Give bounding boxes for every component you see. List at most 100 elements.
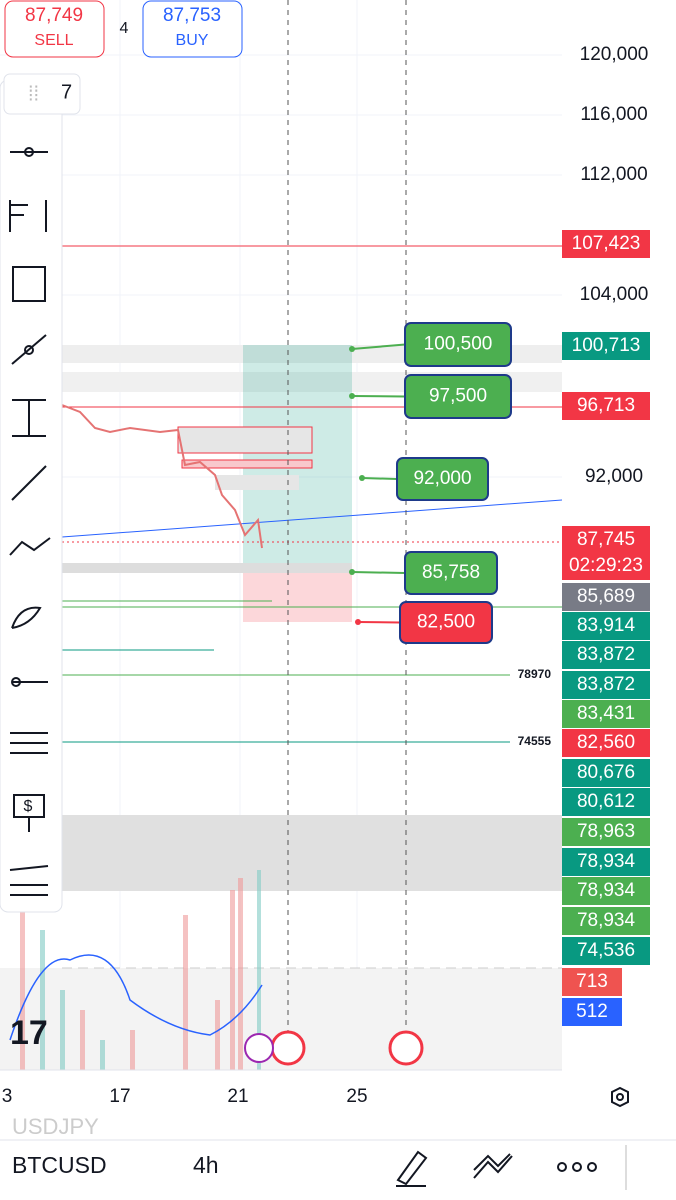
price-tag bbox=[562, 788, 650, 816]
order-label-text: 85,758 bbox=[422, 562, 480, 583]
sell-button[interactable] bbox=[4, 0, 105, 58]
price-tag bbox=[562, 392, 650, 420]
order-label-text: 97,500 bbox=[429, 386, 487, 407]
price-tag bbox=[562, 759, 650, 787]
price-tag bbox=[562, 877, 650, 905]
profit-zone bbox=[243, 345, 352, 573]
toolbar-icons[interactable] bbox=[9, 147, 51, 896]
price-tag-label: 78,934 bbox=[577, 851, 636, 872]
price-tag bbox=[562, 526, 650, 580]
price-tag bbox=[562, 583, 650, 611]
line-label: 78970 bbox=[518, 667, 552, 681]
order-label[interactable] bbox=[404, 322, 512, 367]
event-icon[interactable] bbox=[388, 1030, 424, 1066]
price-scale-label: 112,000 bbox=[580, 164, 647, 185]
connector bbox=[357, 621, 401, 624]
buy-button[interactable] bbox=[142, 0, 243, 58]
order-label[interactable] bbox=[404, 551, 498, 595]
price-tag bbox=[562, 907, 650, 935]
price-tag-label: 107,423 bbox=[572, 233, 641, 254]
buy-label: BUY bbox=[176, 32, 209, 49]
order-block bbox=[177, 426, 313, 454]
spread: 4 bbox=[120, 20, 129, 37]
time-label: 17 bbox=[109, 1086, 130, 1107]
interval[interactable]: 4h bbox=[193, 1152, 219, 1178]
price-tag-label: 80,676 bbox=[577, 762, 635, 783]
price-scale-label: 104,000 bbox=[580, 284, 649, 305]
order-block bbox=[215, 475, 299, 490]
order-label-text: 100,500 bbox=[424, 334, 493, 355]
price-tag-label: 83,914 bbox=[577, 615, 636, 636]
countdown: 02:29:23 bbox=[569, 555, 643, 576]
price-scale-label: 120,000 bbox=[580, 44, 649, 65]
price-tag-label: 512 bbox=[576, 1001, 608, 1022]
bottom-icons[interactable] bbox=[396, 1086, 629, 1190]
zone bbox=[62, 563, 352, 573]
line-label: 74555 bbox=[518, 734, 552, 748]
toolbar-handle[interactable] bbox=[3, 73, 81, 115]
connector bbox=[351, 343, 406, 350]
anchor bbox=[349, 393, 355, 399]
ai-icon[interactable] bbox=[244, 1033, 274, 1063]
anchor bbox=[349, 346, 355, 352]
connector bbox=[361, 477, 398, 480]
price-tag bbox=[562, 230, 650, 258]
price-tag bbox=[562, 612, 650, 640]
price-tag-label: 78,963 bbox=[577, 821, 635, 842]
price-tag-label: 713 bbox=[576, 971, 608, 992]
sell-price: 87,749 bbox=[25, 5, 83, 26]
price-tag-label: 78,934 bbox=[577, 880, 636, 901]
price-tag bbox=[562, 848, 650, 876]
price-tag-label: 83,431 bbox=[577, 703, 635, 724]
price-tag-label: 96,713 bbox=[577, 395, 635, 416]
price-tag bbox=[562, 641, 650, 669]
order-label[interactable] bbox=[399, 601, 493, 644]
anchor bbox=[349, 569, 355, 575]
price-tag-label: 100,713 bbox=[572, 335, 641, 356]
price-tag-label: 74,536 bbox=[577, 940, 635, 961]
price-tag bbox=[562, 729, 650, 757]
order-label-text: 92,000 bbox=[413, 468, 471, 489]
price-tag-label: 83,872 bbox=[577, 644, 635, 665]
price-tag-label: 83,872 bbox=[577, 674, 635, 695]
connector bbox=[351, 571, 406, 574]
sell-label: SELL bbox=[34, 32, 73, 49]
trend-line bbox=[61, 499, 563, 538]
price-path bbox=[61, 404, 263, 549]
loss-zone bbox=[243, 573, 352, 622]
price-tag bbox=[562, 937, 650, 965]
order-label[interactable] bbox=[404, 374, 512, 419]
time-label: 25 bbox=[346, 1086, 367, 1107]
buy-price: 87,753 bbox=[163, 5, 221, 26]
event-icon[interactable] bbox=[270, 1030, 306, 1066]
price-tag bbox=[562, 332, 650, 360]
drag-dots: ⁞⁞ bbox=[28, 83, 39, 105]
price-tag bbox=[562, 968, 622, 996]
connector bbox=[351, 395, 406, 398]
price-tag bbox=[562, 818, 650, 846]
price-tag bbox=[562, 671, 650, 699]
price-tag-label: 78,934 bbox=[577, 910, 636, 931]
toolbar-badge: 7 bbox=[61, 81, 72, 103]
logo: 17 bbox=[10, 1014, 48, 1052]
dollar-icon: $ bbox=[24, 798, 33, 815]
symbol[interactable]: BTCUSD bbox=[12, 1152, 107, 1178]
price-tag bbox=[562, 998, 622, 1026]
anchor bbox=[355, 619, 361, 625]
volume bbox=[20, 870, 261, 1070]
order-block bbox=[181, 459, 313, 469]
price-tag-label: 80,612 bbox=[577, 791, 635, 812]
price-scale-label: 116,000 bbox=[580, 104, 647, 125]
price-tag-label: 87,745 bbox=[577, 529, 635, 550]
price-tag-label: 82,560 bbox=[577, 732, 635, 753]
time-label: 21 bbox=[227, 1086, 248, 1107]
order-label[interactable] bbox=[396, 457, 489, 501]
price-tag-label: 85,689 bbox=[577, 586, 635, 607]
order-label-text: 82,500 bbox=[417, 612, 475, 633]
price-tag bbox=[562, 700, 650, 728]
watermark: USDJPY bbox=[12, 1114, 99, 1139]
zone bbox=[0, 815, 562, 891]
indicator-line bbox=[9, 954, 263, 1041]
price-scale-label: 92,000 bbox=[585, 466, 643, 487]
